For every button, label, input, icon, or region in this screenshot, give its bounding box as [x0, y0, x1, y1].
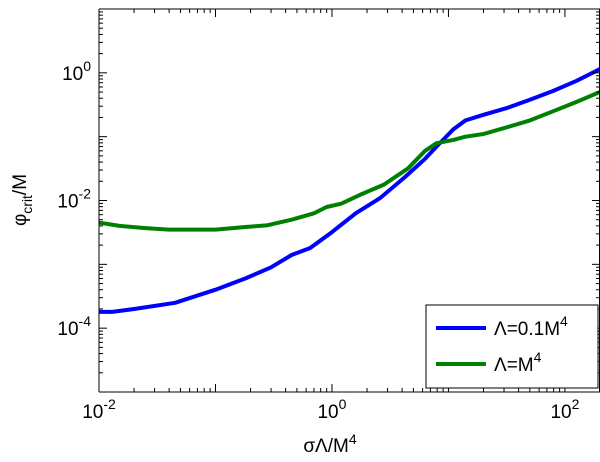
- x-tick-label: 102: [550, 396, 579, 423]
- x-tick-labels: 10-2 100 102: [82, 396, 579, 423]
- series-layer: [99, 67, 600, 314]
- x-tick-label: 10-2: [82, 396, 116, 423]
- series-line-1: [99, 67, 600, 314]
- x-axis-label: σΛ/M4: [303, 431, 357, 457]
- ticks-layer: [98, 8, 600, 393]
- y-tick-label: 10-2: [57, 186, 91, 213]
- series-line-2: [99, 90, 600, 232]
- legend-label-series-1: Λ=0.1M4: [494, 313, 568, 340]
- legend-box: [425, 304, 599, 389]
- y-tick-label: 100: [62, 58, 91, 85]
- y-tick-label: 10-4: [57, 313, 91, 340]
- x-tick-label: 100: [317, 396, 346, 423]
- legend-label-series-2: Λ=M4: [494, 349, 542, 376]
- y-tick-labels: 10-4 10-2 100: [57, 58, 91, 340]
- legend: Λ=0.1M4 Λ=M4: [425, 304, 599, 389]
- y-axis-label: φcrit/M: [10, 174, 35, 226]
